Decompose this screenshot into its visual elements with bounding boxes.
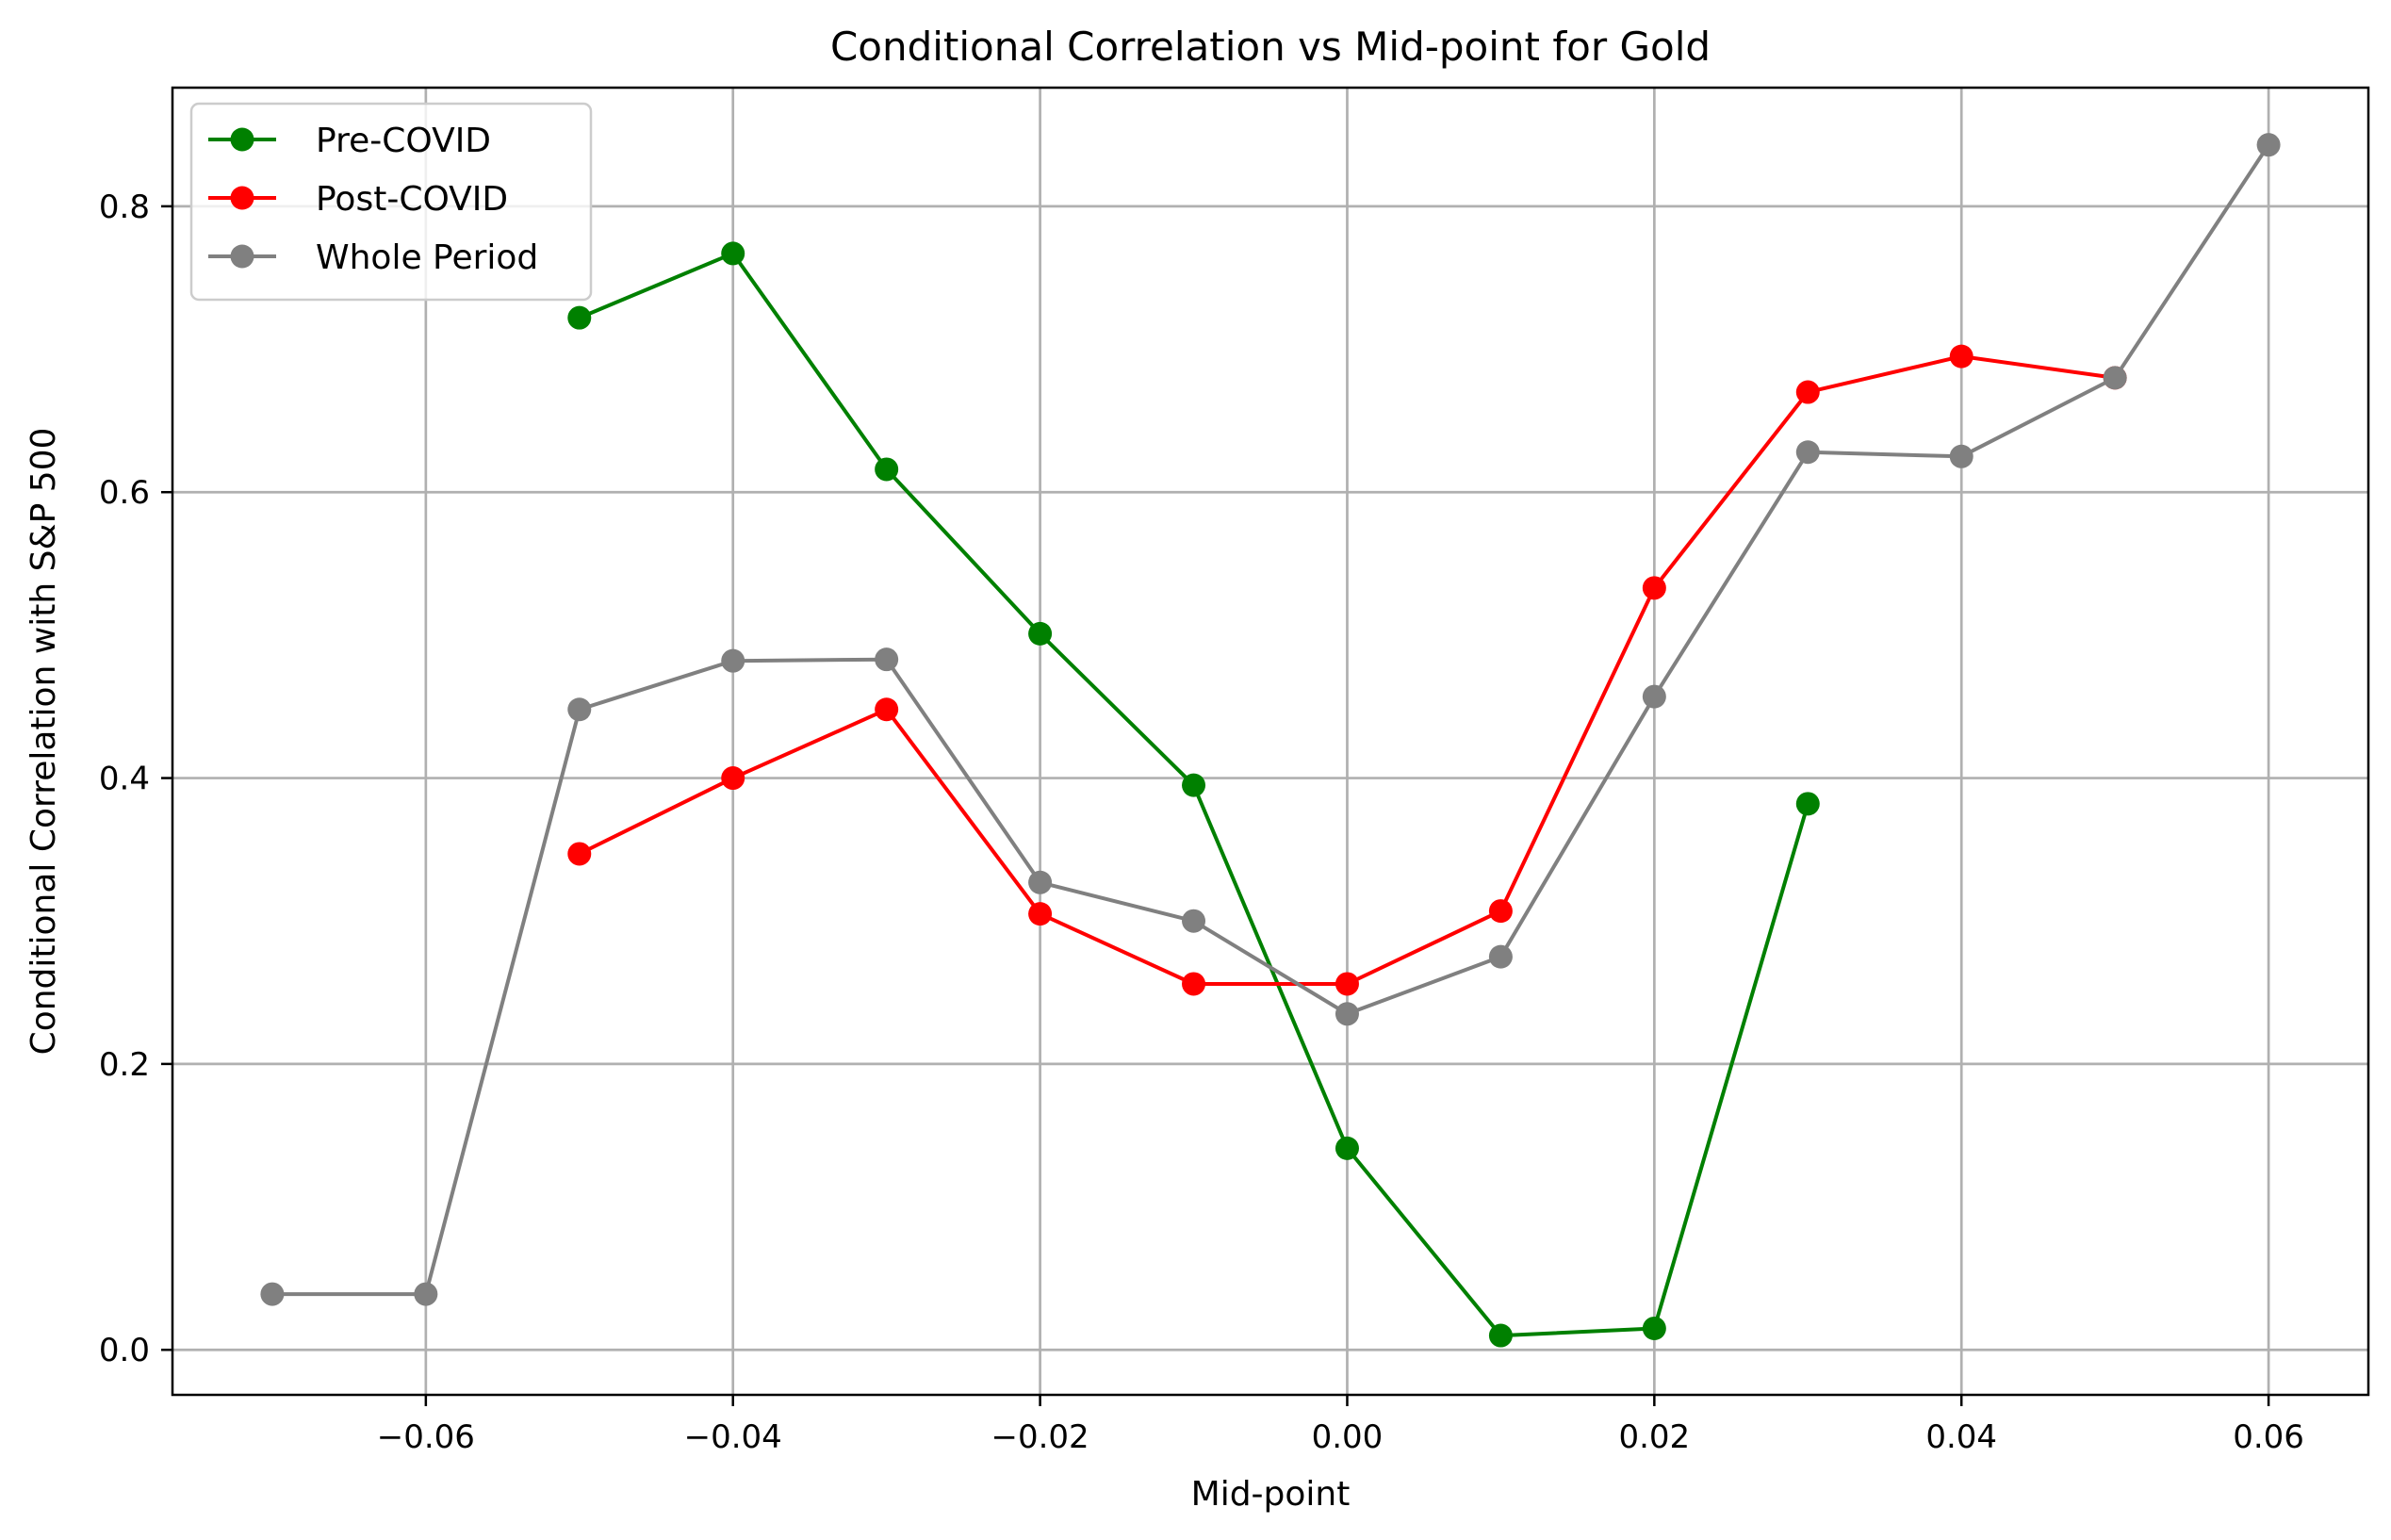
x-tick-label: −0.02 — [991, 1418, 1089, 1456]
data-point — [1335, 972, 1359, 996]
x-tick-label: −0.06 — [377, 1418, 475, 1456]
data-point — [875, 647, 899, 672]
data-point — [1949, 344, 1973, 369]
data-point — [1642, 576, 1666, 600]
x-tick-label: 0.02 — [1618, 1418, 1690, 1456]
data-point — [2103, 366, 2127, 390]
data-point — [1795, 792, 1820, 816]
legend-marker — [230, 186, 254, 210]
legend-item: Post-COVID — [208, 180, 508, 219]
data-point — [1949, 444, 1973, 468]
data-point — [1335, 1136, 1359, 1160]
data-point — [721, 648, 745, 673]
data-point — [1795, 440, 1820, 465]
series-whole-period — [260, 133, 2281, 1306]
series-line — [271, 143, 2270, 1297]
legend-marker — [230, 244, 254, 269]
series-group — [260, 133, 2281, 1348]
series-post-covid — [567, 344, 2127, 996]
data-point — [567, 305, 592, 330]
legend-box — [189, 102, 593, 302]
x-tick-label: −0.04 — [684, 1418, 782, 1456]
grid — [172, 88, 2368, 1395]
chart-title: Conditional Correlation vs Mid-point for… — [830, 24, 1711, 70]
data-point — [1488, 899, 1513, 924]
x-tick-label: 0.00 — [1312, 1418, 1384, 1456]
data-point — [1028, 621, 1053, 646]
y-tick-label: 0.0 — [99, 1332, 150, 1369]
data-point — [1642, 1316, 1666, 1340]
data-point — [567, 842, 592, 866]
x-tick-label: 0.06 — [2233, 1418, 2304, 1456]
y-axis-label: Conditional Correlation with S&P 500 — [25, 428, 63, 1056]
y-tick-label: 0.4 — [99, 761, 150, 798]
data-point — [1182, 909, 1206, 933]
y-tick-label: 0.6 — [99, 474, 150, 512]
x-tick-label: 0.04 — [1925, 1418, 1997, 1456]
data-point — [1182, 773, 1206, 797]
y-tick-label: 0.8 — [99, 188, 150, 226]
data-point — [1335, 1002, 1359, 1026]
legend-label: Pre-COVID — [316, 122, 491, 160]
ticks: −0.06 −0.04 −0.02 0.00 0.02 0.04 0.06 0.0 0.2 0.4… — [99, 188, 2304, 1456]
data-point — [1182, 972, 1206, 996]
data-point — [567, 697, 592, 722]
data-point — [1642, 684, 1666, 709]
legend-label: Post-COVID — [316, 180, 508, 219]
data-point — [875, 457, 899, 482]
data-point — [1488, 944, 1513, 969]
data-point — [2256, 133, 2281, 157]
plot-frame — [171, 86, 2370, 1397]
data-point — [721, 241, 745, 266]
legend-marker — [230, 127, 254, 152]
data-point — [875, 697, 899, 722]
x-axis-label: Mid-point — [1191, 1475, 1351, 1514]
legend: Pre-COVID Post-COVID Whole Period — [189, 102, 593, 302]
series-pre-covid — [567, 241, 1820, 1348]
data-point — [1488, 1323, 1513, 1348]
data-point — [1028, 870, 1053, 894]
data-point — [414, 1282, 438, 1306]
legend-item: Whole Period — [208, 238, 538, 277]
data-point — [260, 1282, 285, 1306]
data-point — [1795, 380, 1820, 404]
legend-item: Pre-COVID — [208, 122, 491, 160]
legend-label: Whole Period — [316, 238, 538, 277]
y-tick-label: 0.2 — [99, 1046, 150, 1084]
data-point — [1028, 902, 1053, 926]
data-point — [721, 766, 745, 791]
